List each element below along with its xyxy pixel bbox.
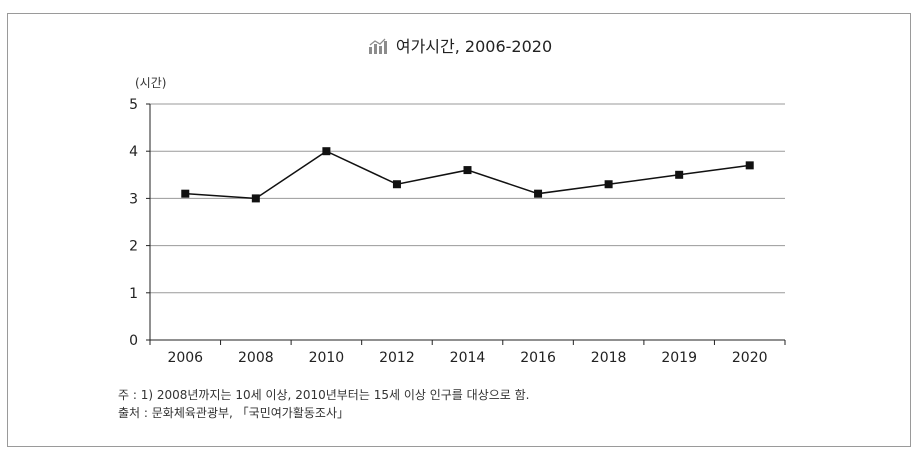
x-tick-label: 2020	[732, 350, 768, 366]
x-tick-label: 2016	[520, 350, 556, 366]
data-point-2014	[463, 166, 472, 175]
y-tick-label: 0	[129, 333, 138, 349]
data-point-2006	[181, 189, 190, 198]
x-tick-label: 2012	[379, 350, 415, 366]
data-point-2019	[675, 170, 684, 179]
series-layer	[181, 147, 754, 203]
y-tick-label: 1	[129, 286, 138, 302]
bar-chart-icon	[368, 38, 387, 54]
x-tick-label: 2010	[309, 350, 345, 366]
data-point-2010	[322, 147, 331, 156]
series-line	[185, 150, 750, 200]
y-tick-label: 5	[129, 97, 138, 113]
y-tick-labels: 0 1 2 3 4 5	[129, 97, 138, 349]
x-tick-label: 2008	[238, 350, 274, 366]
x-tick-label: 2014	[450, 350, 486, 366]
y-axis-unit-label: (시간)	[135, 76, 167, 90]
data-point-2016	[534, 189, 543, 198]
x-tick-label: 2018	[591, 350, 627, 366]
x-tick-labels: 2006 2008 2010 2012 2014 2016 2018 2019 2020	[167, 350, 767, 366]
data-point-2012	[392, 180, 401, 189]
chart-title-row: 여가시간, 2006-2020	[0, 33, 920, 57]
data-point-2020	[745, 161, 754, 170]
chart-notes: 주 : 1) 2008년까지는 10세 이상, 2010년부터는 15세 이상 …	[118, 386, 530, 422]
chart-frame	[7, 13, 911, 447]
data-point-2018	[604, 180, 613, 189]
chart-title: 여가시간, 2006-2020	[395, 37, 553, 56]
y-tick-label: 4	[129, 144, 138, 160]
footnote: 주 : 1) 2008년까지는 10세 이상, 2010년부터는 15세 이상 …	[118, 388, 530, 402]
axes	[146, 103, 786, 345]
y-tick-label: 3	[129, 191, 138, 207]
x-tick-label: 2006	[167, 350, 203, 366]
data-point-2008	[251, 194, 260, 203]
y-tick-label: 2	[129, 239, 138, 255]
source-note: 출처 : 문화체육관광부, 「국민여가활동조사」	[118, 406, 349, 420]
x-tick-label: 2019	[661, 350, 697, 366]
